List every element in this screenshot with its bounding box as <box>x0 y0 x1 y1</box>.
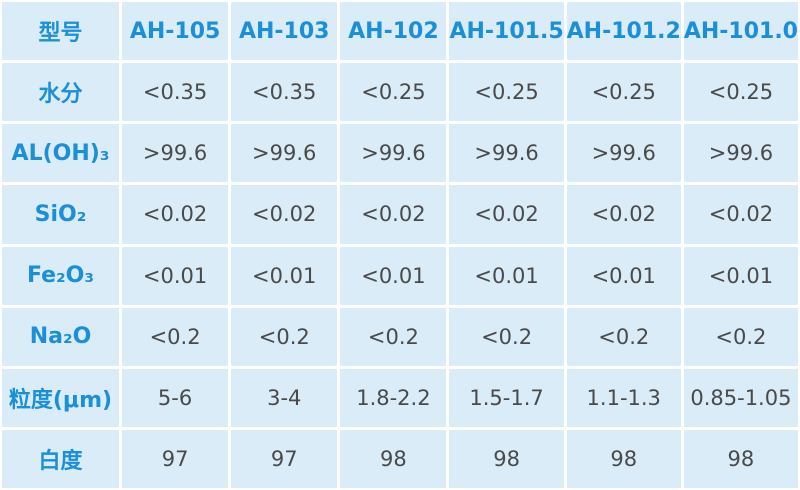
value-cell: >99.6 <box>340 124 447 183</box>
value-cell: <0.2 <box>122 307 229 366</box>
value-cell: <0.01 <box>683 246 798 305</box>
header-cell: AH-103 <box>231 2 338 61</box>
value-cell: >99.6 <box>683 124 798 183</box>
header-cell: AH-102 <box>340 2 447 61</box>
value-cell: <0.01 <box>566 246 681 305</box>
value-cell: <0.2 <box>340 307 447 366</box>
value-cell: <0.02 <box>566 185 681 244</box>
row-label: 粒度(μm) <box>2 368 119 427</box>
value-cell: 1.8-2.2 <box>340 368 447 427</box>
value-cell: 0.85-1.05 <box>683 368 798 427</box>
value-cell: <0.02 <box>231 185 338 244</box>
value-cell: 5-6 <box>122 368 229 427</box>
value-cell: <0.01 <box>231 246 338 305</box>
value-cell: >99.6 <box>231 124 338 183</box>
header-cell: 型号 <box>2 2 119 61</box>
value-cell: <0.01 <box>449 246 564 305</box>
value-cell: >99.6 <box>122 124 229 183</box>
value-cell: <0.35 <box>231 63 338 122</box>
value-cell: <0.25 <box>683 63 798 122</box>
value-cell: 1.5-1.7 <box>449 368 564 427</box>
value-cell: <0.25 <box>340 63 447 122</box>
header-cell: AH-101.5 <box>449 2 564 61</box>
value-cell: <0.25 <box>449 63 564 122</box>
value-cell: <0.02 <box>122 185 229 244</box>
header-cell: AH-101.0 <box>683 2 798 61</box>
value-cell: 1.1-1.3 <box>566 368 681 427</box>
value-cell: <0.01 <box>340 246 447 305</box>
value-cell: <0.2 <box>449 307 564 366</box>
row-label: SiO₂ <box>2 185 119 244</box>
header-cell: AH-105 <box>122 2 229 61</box>
value-cell: <0.2 <box>566 307 681 366</box>
value-cell: >99.6 <box>449 124 564 183</box>
value-cell: <0.2 <box>683 307 798 366</box>
value-cell: 3-4 <box>231 368 338 427</box>
value-cell: <0.02 <box>683 185 798 244</box>
value-cell: <0.02 <box>449 185 564 244</box>
row-label: Fe₂O₃ <box>2 246 119 305</box>
value-cell: 98 <box>340 429 447 488</box>
value-cell: <0.35 <box>122 63 229 122</box>
row-label: Na₂O <box>2 307 119 366</box>
row-label: 水分 <box>2 63 119 122</box>
value-cell: 98 <box>449 429 564 488</box>
row-label: AL(OH)₃ <box>2 124 119 183</box>
row-label: 白度 <box>2 429 119 488</box>
value-cell: >99.6 <box>566 124 681 183</box>
value-cell: <0.02 <box>340 185 447 244</box>
value-cell: 98 <box>566 429 681 488</box>
value-cell: 97 <box>122 429 229 488</box>
value-cell: <0.25 <box>566 63 681 122</box>
value-cell: 98 <box>683 429 798 488</box>
header-cell: AH-101.2 <box>566 2 681 61</box>
value-cell: 97 <box>231 429 338 488</box>
value-cell: <0.2 <box>231 307 338 366</box>
value-cell: <0.01 <box>122 246 229 305</box>
